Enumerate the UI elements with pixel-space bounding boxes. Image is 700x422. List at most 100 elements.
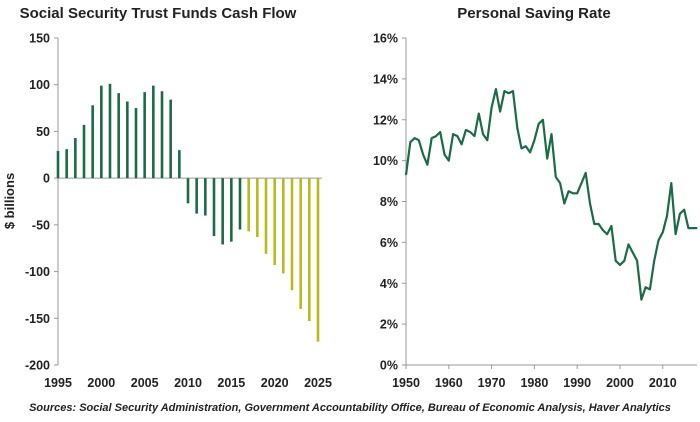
saving-rate-point (610, 225, 613, 227)
cash-flow-bar (82, 124, 86, 179)
cash-flow-y-tick-label: 100 (29, 78, 50, 92)
cash-flow-bar (160, 91, 164, 179)
cash-flow-chart: Social Security Trust Funds Cash Flow $ … (2, 5, 332, 390)
saving-rate-point (568, 190, 570, 192)
saving-rate-point (653, 260, 655, 262)
saving-rate-y-tick-label: 12% (373, 113, 398, 127)
saving-rate-point (627, 243, 630, 246)
cash-flow-bar (230, 178, 233, 242)
saving-rate-point (675, 233, 677, 235)
saving-rate-point (465, 129, 467, 131)
saving-rate-point (589, 202, 591, 205)
saving-rate-point (512, 90, 514, 92)
saving-rate-point (435, 135, 437, 137)
saving-rate-point (662, 231, 664, 233)
saving-rate-point (448, 160, 450, 162)
saving-rate-x-tick-label: 1990 (563, 376, 591, 390)
saving-rate-point (623, 260, 625, 262)
saving-rate-point (473, 135, 476, 137)
cash-flow-bar (169, 99, 172, 179)
cash-flow-bar (204, 178, 207, 216)
saving-rate-x-tick-label: 1970 (478, 376, 506, 390)
saving-rate-point (580, 182, 583, 184)
saving-rate-y-tick-label: 10% (373, 154, 398, 168)
cash-flow-bar (91, 105, 94, 179)
saving-rate-point (572, 192, 574, 194)
cash-flow-bar (195, 178, 198, 214)
saving-rate-y-tick-label: 16% (373, 32, 398, 46)
saving-rate-y-tick-label: 6% (380, 236, 398, 250)
saving-rate-point (478, 113, 480, 115)
cash-flow-bar (299, 178, 302, 309)
cash-flow-bar (256, 178, 259, 238)
saving-rate-point (538, 123, 540, 125)
saving-rate-point (555, 176, 557, 178)
saving-rate-point (490, 106, 493, 109)
saving-rate-point (593, 223, 595, 225)
saving-rate-point (409, 141, 411, 143)
cash-flow-y-tick-label: 50 (36, 125, 50, 139)
cash-flow-y-axis-label: $ billions (2, 173, 17, 229)
saving-rate-point (576, 192, 578, 194)
cash-flow-bar (56, 151, 60, 179)
cash-flow-x-tick-label: 2020 (261, 376, 289, 390)
cash-flow-bar (273, 178, 276, 266)
saving-rate-point (520, 147, 523, 149)
saving-rate-point (559, 182, 561, 184)
saving-rate-point (431, 137, 433, 139)
cash-flow-y-tick-label: 150 (29, 32, 50, 46)
cash-flow-bars (56, 83, 320, 342)
saving-rate-point (649, 288, 651, 290)
cash-flow-x-tick-label: 2015 (217, 376, 245, 390)
saving-rate-point (666, 215, 668, 217)
cash-flow-bar (221, 178, 224, 245)
saving-rate-point (636, 260, 638, 262)
sources-footnote: Sources: Social Security Administration,… (29, 402, 671, 414)
saving-rate-point (486, 139, 488, 141)
cash-flow-y-tick-label: -150 (25, 312, 50, 326)
cash-flow-bar (126, 101, 129, 179)
cash-flow-bar (108, 83, 112, 179)
saving-rate-point (542, 119, 544, 121)
saving-rate-point (439, 131, 441, 133)
cash-flow-bar (282, 178, 285, 274)
cash-flow-bar (178, 150, 181, 179)
saving-rate-point (443, 153, 446, 156)
saving-rate-point (546, 157, 548, 160)
saving-rate-point (619, 264, 621, 266)
cash-flow-bar (65, 149, 68, 179)
cash-flow-x-tick-label: 2000 (87, 376, 115, 390)
saving-rate-point (657, 239, 660, 241)
saving-rate-chart: Personal Saving Rate 0% 2% 4% 6% 8% 10% 12% 14%… (373, 5, 698, 390)
saving-rate-point (615, 260, 617, 262)
saving-rate-point (533, 139, 535, 141)
saving-rate-point (632, 251, 634, 254)
saving-rate-point (418, 139, 420, 141)
saving-rate-point (563, 202, 565, 205)
saving-rate-line (404, 87, 697, 301)
saving-rate-point (452, 133, 454, 135)
cash-flow-bar (212, 178, 216, 237)
saving-rate-point (525, 145, 527, 147)
saving-rate-point (482, 133, 484, 135)
saving-rate-point (687, 227, 690, 229)
cash-flow-bar (238, 178, 242, 230)
saving-rate-point (640, 299, 642, 301)
cash-flow-bar (74, 137, 77, 179)
saving-rate-point (529, 151, 531, 154)
saving-rate-point (670, 182, 672, 184)
saving-rate-point (495, 88, 497, 90)
saving-rate-point (461, 143, 463, 145)
cash-flow-chart-title: Social Security Trust Funds Cash Flow (20, 5, 297, 22)
saving-rate-chart-title: Personal Saving Rate (457, 5, 610, 22)
saving-rate-point (585, 172, 587, 174)
cash-flow-bar (152, 85, 155, 179)
saving-rate-x-tick-label: 1950 (392, 376, 420, 390)
saving-rate-point (413, 137, 416, 139)
cash-flow-bar (117, 93, 120, 179)
saving-rate-point (405, 174, 407, 176)
saving-rate-point (503, 90, 506, 92)
saving-rate-y-tick-label: 14% (373, 72, 398, 86)
cash-flow-bar (308, 178, 311, 322)
cash-flow-y-tick-label: -100 (25, 265, 50, 279)
